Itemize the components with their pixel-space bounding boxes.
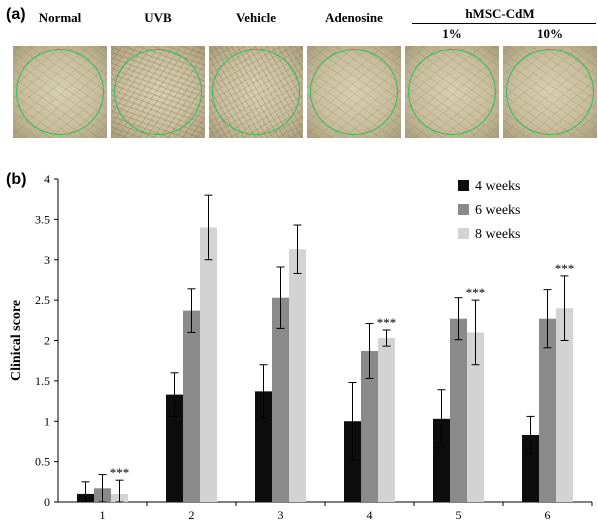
bar (344, 421, 361, 502)
bar (556, 308, 573, 502)
column-label-1-percent: 1% (442, 26, 462, 41)
legend-swatch (458, 204, 469, 215)
x-tick-label: 1 (100, 508, 106, 522)
column-label-normal: Normal (38, 10, 82, 25)
bar (200, 227, 217, 502)
column-label-vehicle: Vehicle (236, 10, 276, 25)
group-underline (412, 23, 596, 24)
x-tick-label: 6 (545, 508, 551, 522)
bar (183, 310, 200, 502)
column-label-10-percent: 10% (537, 26, 563, 41)
y-tick-label: 4 (44, 172, 50, 186)
y-tick-label: 2.5 (35, 293, 50, 307)
bar (166, 394, 183, 502)
column-label-uvb: UVB (144, 10, 172, 25)
skin-photo-vehicle (209, 46, 303, 138)
measurement-ring (310, 49, 398, 135)
significance-annotation: *** (555, 261, 575, 276)
y-tick-label: 3.5 (35, 212, 50, 226)
skin-photo-normal (13, 46, 107, 138)
panel-a-label: (a) (6, 6, 26, 23)
skin-photo-10-percent (503, 46, 597, 138)
y-tick-label: 1 (44, 414, 50, 428)
measurement-ring (506, 49, 594, 135)
bar (255, 391, 272, 502)
significance-annotation: *** (110, 465, 130, 480)
bar (467, 332, 484, 502)
bar (378, 338, 395, 502)
y-axis-label: Clinical score (9, 300, 24, 381)
panel-b-label: (b) (6, 171, 27, 188)
x-tick-label: 4 (367, 508, 373, 522)
measurement-ring (408, 49, 496, 135)
skin-photo-adenosine (307, 46, 401, 138)
legend-label: 4 weeks (475, 179, 521, 194)
x-tick-label: 3 (278, 508, 284, 522)
bar (361, 350, 378, 502)
bar (289, 249, 306, 502)
y-tick-label: 3 (44, 253, 50, 267)
legend-label: 6 weeks (475, 203, 521, 218)
significance-annotation: *** (466, 285, 486, 300)
legend-swatch (458, 180, 469, 191)
significance-annotation: *** (377, 315, 397, 330)
measurement-ring (212, 49, 300, 135)
y-tick-label: 2 (44, 334, 50, 348)
bar (272, 297, 289, 502)
skin-photo-uvb (111, 46, 205, 138)
y-tick-label: 1.5 (35, 374, 50, 388)
skin-photo-1-percent (405, 46, 499, 138)
y-tick-label: 0 (44, 495, 50, 509)
y-tick-label: 0.5 (35, 455, 50, 469)
bar (539, 318, 556, 502)
group-label-hmsc-cdm: hMSC-CdM (465, 6, 535, 21)
bar (522, 434, 539, 502)
bar (450, 318, 467, 502)
legend-label: 8 weeks (475, 227, 521, 242)
measurement-ring (16, 49, 104, 135)
measurement-ring (114, 49, 202, 135)
x-tick-label: 5 (456, 508, 462, 522)
legend-swatch (458, 228, 469, 239)
x-tick-label: 2 (189, 508, 195, 522)
bar (433, 418, 450, 502)
column-label-adenosine: Adenosine (325, 10, 383, 25)
